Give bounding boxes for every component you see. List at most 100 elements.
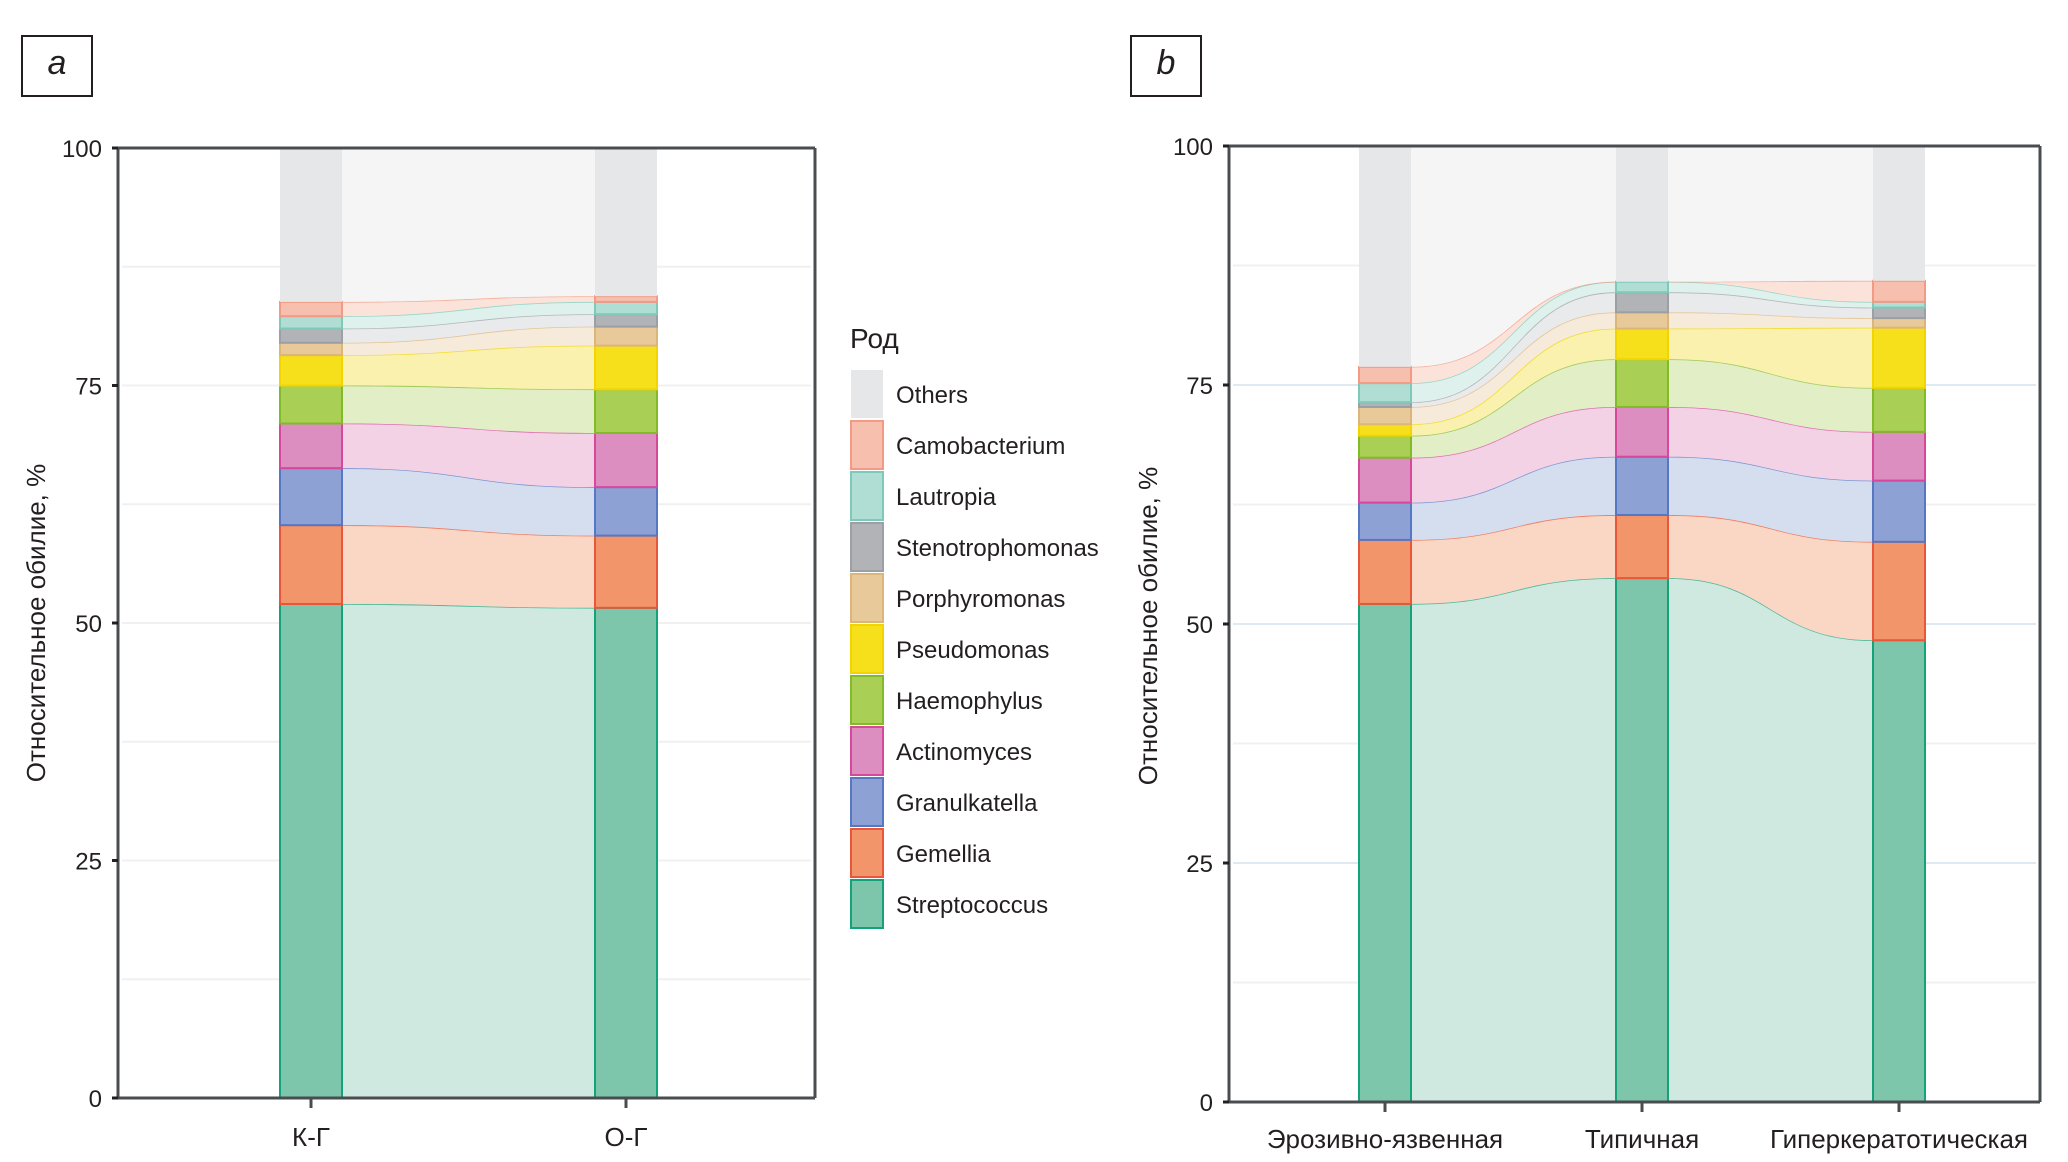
y-tick-label: 50 xyxy=(75,611,102,638)
bar-segment-granulkatella xyxy=(1872,479,1926,543)
legend-swatch-lautropia xyxy=(850,471,884,521)
bar-segment-haemophylus xyxy=(279,384,343,425)
flow-streptococcus xyxy=(1411,578,1616,1102)
bar-segment-actinomyces xyxy=(1872,430,1926,482)
flow-granulkatella xyxy=(1411,456,1616,540)
legend-label-pseudomonas: Pseudomonas xyxy=(896,637,1049,664)
legend-swatch-actinomyces xyxy=(850,726,884,776)
panel-b-axes: 0 25 50 75 100 Эрозивно-язвенная Типичная Гипер… xyxy=(1173,134,2042,1154)
y-tick-label: 75 xyxy=(1186,373,1213,400)
y-tick-label: 25 xyxy=(1186,851,1213,878)
x-category-label: О-Г xyxy=(605,1122,648,1152)
flow-granulkatella xyxy=(1668,456,1873,542)
x-category-label: Гиперкератотическая xyxy=(1770,1124,2028,1154)
flow-pseudomonas xyxy=(342,345,595,390)
legend-label-lautropia: Lautropia xyxy=(896,484,997,511)
flow-porphyromonas xyxy=(1411,312,1616,425)
bar-segment-stenotrophomonas xyxy=(1615,291,1669,314)
flow-actinomyces xyxy=(1668,406,1873,481)
panel-label-a: a xyxy=(21,35,93,97)
bar-segment-streptococcus xyxy=(279,603,343,1099)
bar-segment-pseudomonas xyxy=(1872,326,1926,389)
x-category-label: Эрозивно-язвенная xyxy=(1267,1124,1503,1154)
bar-segment-stenotrophomonas xyxy=(279,327,343,344)
bar-segment-porphyromonas xyxy=(279,341,343,357)
bar-segment-actinomyces xyxy=(1358,456,1412,504)
y-tick-label: 100 xyxy=(1173,134,1213,161)
legend-swatch-camobacterium xyxy=(850,420,884,470)
legend-label-others: Others xyxy=(896,382,968,409)
bar-segment-gemellia xyxy=(1872,540,1926,642)
bar-segment-gemellia xyxy=(1615,514,1669,580)
flow-pseudomonas xyxy=(1411,328,1616,436)
bar-segment-streptococcus xyxy=(594,606,658,1099)
flow-haemophylus xyxy=(342,385,595,433)
bar-segment-lautropia xyxy=(1615,280,1669,294)
flow-lautropia xyxy=(342,301,595,329)
panel-b-bars xyxy=(1358,146,1926,1103)
bar-segment-haemophylus xyxy=(1872,386,1926,433)
bar-segment-others xyxy=(1359,146,1411,367)
legend-label-gemellia: Gemellia xyxy=(896,841,991,868)
bar-segment-actinomyces xyxy=(279,422,343,470)
legend-swatch-others xyxy=(851,370,883,418)
legend-swatch-pseudomonas xyxy=(850,624,884,674)
bar-segment-granulkatella xyxy=(1615,455,1669,517)
legend-label-camobacterium: Camobacterium xyxy=(896,433,1065,460)
y-tick-label: 0 xyxy=(89,1086,102,1113)
bar-segment-others xyxy=(1873,146,1925,281)
panel-a-axes: 0 25 50 75 100 К-Г О-Г xyxy=(62,136,817,1152)
legend-label-haemophylus: Haemophylus xyxy=(896,688,1043,715)
bar-segment-lautropia xyxy=(279,315,343,330)
bar-segment-porphyromonas xyxy=(1872,317,1926,329)
y-tick-label: 50 xyxy=(1186,612,1213,639)
flow-streptococcus xyxy=(342,604,595,1098)
legend-swatch-streptococcus xyxy=(850,879,884,929)
y-tick-label: 100 xyxy=(62,136,102,163)
bar-segment-porphyromonas xyxy=(1615,311,1669,330)
flow-granulkatella xyxy=(342,468,595,536)
legend-label-stenotrophomonas: Stenotrophomonas xyxy=(896,535,1099,562)
panel-letter-a: a xyxy=(48,44,67,82)
panel-a-chart: 0 25 50 75 100 К-Г О-Г Относительное обилие, % xyxy=(21,136,817,1152)
flow-others xyxy=(1411,146,1616,367)
flow-stenotrophomonas xyxy=(342,314,595,343)
panel-a-flows xyxy=(341,148,596,1098)
flow-porphyromonas xyxy=(1668,312,1873,329)
x-category-label: К-Г xyxy=(292,1122,330,1152)
bar-segment-haemophylus xyxy=(1358,434,1412,459)
bar-segment-streptococcus xyxy=(1872,639,1926,1103)
bar-segment-pseudomonas xyxy=(1615,327,1669,361)
bar-segment-gemellia xyxy=(594,534,658,609)
bar-segment-pseudomonas xyxy=(594,344,658,391)
bar-segment-granulkatella xyxy=(1358,501,1412,541)
flow-camobacterium xyxy=(342,296,595,317)
panel-a-bars xyxy=(279,148,658,1099)
flow-camobacterium xyxy=(1668,280,1873,302)
flow-others xyxy=(1668,146,1873,282)
legend-swatch-gemellia xyxy=(850,828,884,878)
panel-letter-b: b xyxy=(1157,44,1176,82)
flow-gemellia xyxy=(1668,515,1873,641)
panel-b-chart: 0 25 50 75 100 Эрозивно-язвенная Типичная Гипер… xyxy=(1133,134,2042,1154)
legend-label-streptococcus: Streptococcus xyxy=(896,892,1048,919)
x-category-label: Типичная xyxy=(1585,1124,1699,1154)
panel-b-flows xyxy=(1410,146,1874,1102)
bar-segment-porphyromonas xyxy=(1358,405,1412,426)
legend-swatch-haemophylus xyxy=(850,675,884,725)
flow-porphyromonas xyxy=(342,326,595,356)
bar-segment-camobacterium xyxy=(279,300,343,318)
bar-segment-stenotrophomonas xyxy=(1872,306,1926,320)
legend-items: Others Camobacterium Lautropia Stenotrophom… xyxy=(850,370,1099,929)
bar-segment-others xyxy=(1616,146,1668,282)
flow-gemellia xyxy=(342,525,595,608)
bar-segment-streptococcus xyxy=(1615,577,1669,1103)
flow-lautropia xyxy=(1668,281,1873,308)
y-tick-label: 0 xyxy=(1200,1090,1213,1117)
flow-actinomyces xyxy=(1411,406,1616,503)
bar-segment-granulkatella xyxy=(594,486,658,537)
bar-segment-camobacterium xyxy=(1358,365,1412,385)
panel-label-b: b xyxy=(1130,35,1202,97)
bar-segment-actinomyces xyxy=(594,432,658,489)
